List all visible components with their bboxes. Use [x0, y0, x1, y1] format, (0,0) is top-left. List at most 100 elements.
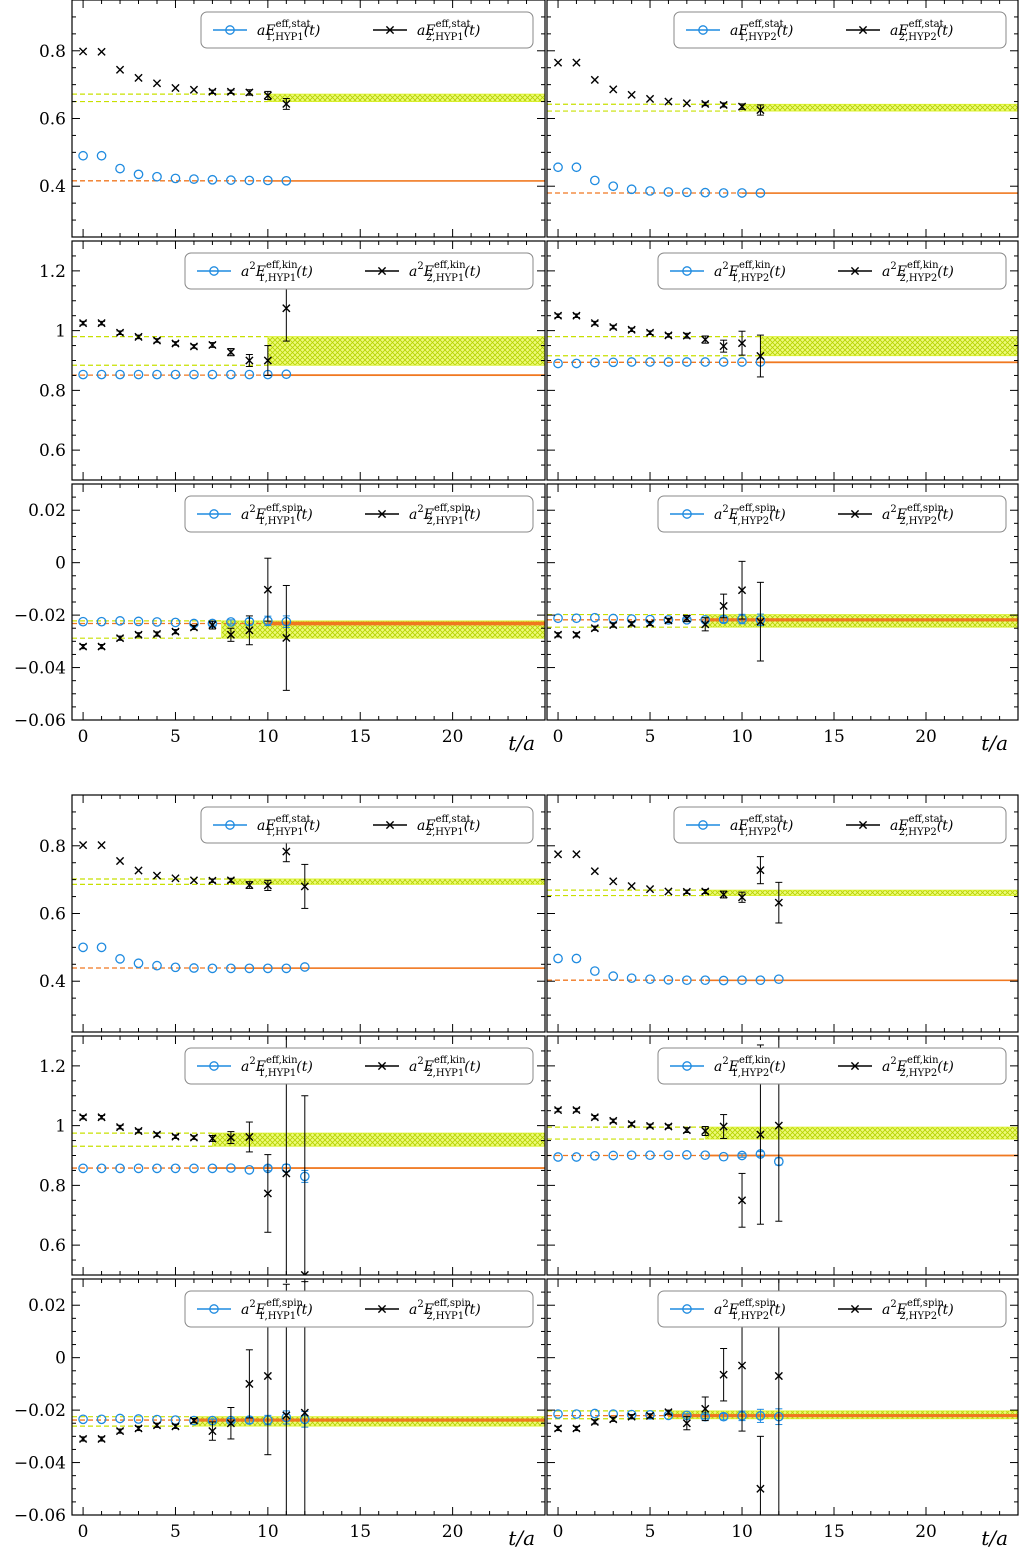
data-point-series2 [189, 342, 199, 351]
data-point-series2 [115, 328, 125, 337]
data-point-series1 [189, 369, 199, 380]
fit2-band [267, 93, 545, 102]
data-point-series2 [553, 630, 563, 639]
data-point-series1 [226, 369, 236, 380]
x-axis-label: t/a [981, 731, 1008, 755]
data-point-series1 [152, 369, 162, 380]
data-point-series2 [263, 1371, 272, 1381]
data-point-series2 [152, 1421, 162, 1430]
data-point-series2 [189, 85, 199, 94]
data-point-series1 [152, 617, 162, 627]
y-tick-label: −0.02 [14, 606, 66, 626]
data-point-series2 [171, 627, 180, 636]
data-point-series2 [645, 94, 655, 103]
data-point-series1 [589, 1408, 600, 1419]
data-point-series1 [78, 1163, 88, 1174]
fit2-band [704, 889, 1018, 896]
x-axis-label: t/a [508, 1526, 535, 1550]
data-point-series2 [627, 325, 636, 334]
data-point-series1 [207, 174, 218, 185]
data-point-series1 [115, 616, 125, 626]
data-point-series1 [626, 184, 637, 195]
data-point-series1 [226, 617, 236, 627]
fit1-band [230, 967, 545, 969]
data-point-series2 [282, 847, 291, 856]
legend-box [657, 495, 1007, 533]
data-point-series1 [133, 169, 144, 180]
legend: a2Eeff,spin 1,HYP2(t) a2Eeff,spin 2,HYP2(t) [657, 1290, 1007, 1328]
data-point-series2 [171, 874, 180, 883]
legend: a2Eeff,kin 1,HYP2(t) a2Eeff,kin 2,HYP2(t) [657, 1047, 1007, 1085]
x-tick-label: 10 [731, 1522, 753, 1542]
data-point-series2 [226, 630, 235, 639]
y-tick-label: −0.04 [14, 659, 66, 679]
data-point-series1 [608, 181, 619, 192]
data-point-series1 [170, 962, 181, 973]
panel-t-kin-hyp2: a2Eeff,kin 1,HYP2(t) a2Eeff,kin 2,HYP2(t) [546, 240, 1019, 481]
plot-area [547, 560, 1018, 662]
data-point-series2 [134, 630, 143, 639]
x-tick-label: 5 [645, 727, 656, 747]
fit1-band [267, 180, 545, 182]
data-point-series2 [245, 1379, 254, 1388]
data-point-series1 [718, 975, 729, 986]
legend: a2Eeff,spin 1,HYP2(t) a2Eeff,spin 2,HYP2(t) [657, 495, 1007, 533]
y-tick-label: 0.02 [28, 1296, 66, 1316]
data-point-series2 [774, 898, 783, 907]
data-point-series2 [719, 342, 728, 351]
data-point-series1 [737, 357, 747, 367]
data-point-series1 [133, 369, 144, 380]
data-point-series2 [737, 586, 747, 595]
data-point-series1 [170, 173, 181, 184]
legend-marker-series1 [682, 1304, 692, 1314]
plot-area [72, 840, 545, 974]
legend-label-series2: aEeff,stat 2,HYP2(t) [890, 19, 953, 43]
data-point-series1 [226, 175, 236, 185]
y-tick-label: 1 [55, 1117, 66, 1137]
y-tick-label: 1.2 [39, 1057, 66, 1077]
fit2-band [741, 103, 1018, 112]
data-point-series1 [718, 1151, 729, 1162]
legend-marker-series2 [850, 509, 860, 519]
data-point-series1 [189, 963, 199, 973]
data-point-series1 [700, 357, 711, 367]
y-tick-label: −0.06 [14, 1506, 66, 1526]
data-point-series1 [700, 1150, 711, 1161]
fit1-band [760, 361, 1018, 364]
data-point-series1 [226, 963, 236, 974]
data-point-series2 [701, 99, 710, 109]
legend-box [200, 11, 534, 49]
legend-marker-series2 [385, 820, 395, 830]
legend: a2Eeff,kin 1,HYP1(t) a2Eeff,kin 2,HYP1(t) [184, 252, 534, 290]
data-point-series1 [189, 1163, 199, 1174]
data-point-series2 [152, 629, 162, 639]
legend: a2Eeff,spin 1,HYP1(t) a2Eeff,spin 2,HYP1(t) [184, 1290, 534, 1328]
data-point-series1 [96, 616, 107, 627]
data-point-series2 [152, 1130, 162, 1139]
data-point-series2 [226, 1419, 235, 1428]
data-point-series2 [553, 1105, 563, 1115]
data-point-series2 [171, 1422, 180, 1431]
legend-box [673, 11, 1007, 49]
data-point-series2 [682, 614, 691, 623]
data-point-series2 [152, 79, 162, 88]
data-point-series2 [664, 1122, 673, 1131]
y-tick-label: 0 [55, 554, 66, 574]
fit2-band [267, 336, 545, 366]
data-point-series1 [553, 1409, 563, 1419]
data-point-series2 [664, 1408, 673, 1417]
data-point-series2 [189, 1133, 199, 1142]
data-point-series2 [226, 1133, 235, 1142]
data-point-series2 [134, 866, 143, 875]
data-point-series2 [645, 328, 655, 337]
data-point-series1 [553, 358, 563, 369]
data-point-series2 [245, 880, 254, 890]
data-point-series1 [207, 369, 218, 380]
plot-area [72, 47, 545, 186]
data-point-series1 [663, 1150, 674, 1161]
data-point-series1 [244, 175, 255, 186]
panel-b-stat-hyp2: aEeff,stat 1,HYP2(t) aEeff,stat 2,HYP2(t) [546, 794, 1019, 1033]
plot-area [547, 1279, 1018, 1515]
data-point-series1 [718, 1411, 729, 1422]
panel-t-stat-hyp1: 0.4 0.6 0.8 aEeff,stat 1,HYP1(t) aEeff,stat 2,… [39, 0, 546, 238]
